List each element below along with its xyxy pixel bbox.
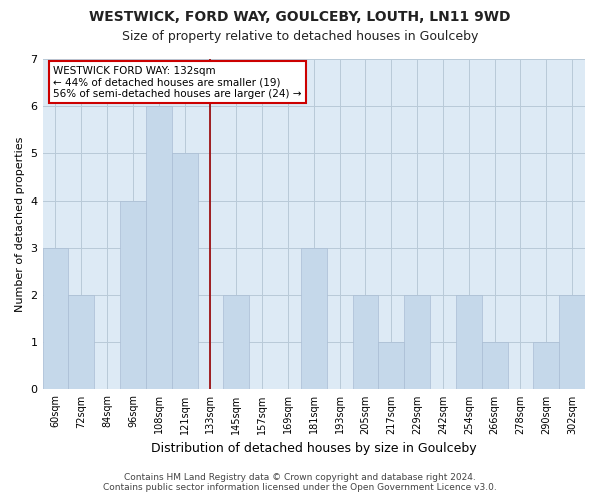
Bar <box>43 248 68 390</box>
X-axis label: Distribution of detached houses by size in Goulceby: Distribution of detached houses by size … <box>151 442 476 455</box>
Bar <box>533 342 559 390</box>
Y-axis label: Number of detached properties: Number of detached properties <box>15 136 25 312</box>
Bar <box>68 295 94 390</box>
Bar <box>120 200 146 390</box>
Text: Size of property relative to detached houses in Goulceby: Size of property relative to detached ho… <box>122 30 478 43</box>
Bar <box>379 342 404 390</box>
Bar <box>353 295 379 390</box>
Bar <box>172 154 197 390</box>
Bar <box>301 248 326 390</box>
Bar <box>456 295 482 390</box>
Text: WESTWICK, FORD WAY, GOULCEBY, LOUTH, LN11 9WD: WESTWICK, FORD WAY, GOULCEBY, LOUTH, LN1… <box>89 10 511 24</box>
Bar <box>223 295 249 390</box>
Bar <box>404 295 430 390</box>
Text: Contains HM Land Registry data © Crown copyright and database right 2024.
Contai: Contains HM Land Registry data © Crown c… <box>103 473 497 492</box>
Bar <box>559 295 585 390</box>
Text: WESTWICK FORD WAY: 132sqm
← 44% of detached houses are smaller (19)
56% of semi-: WESTWICK FORD WAY: 132sqm ← 44% of detac… <box>53 66 302 99</box>
Bar <box>482 342 508 390</box>
Bar <box>146 106 172 390</box>
